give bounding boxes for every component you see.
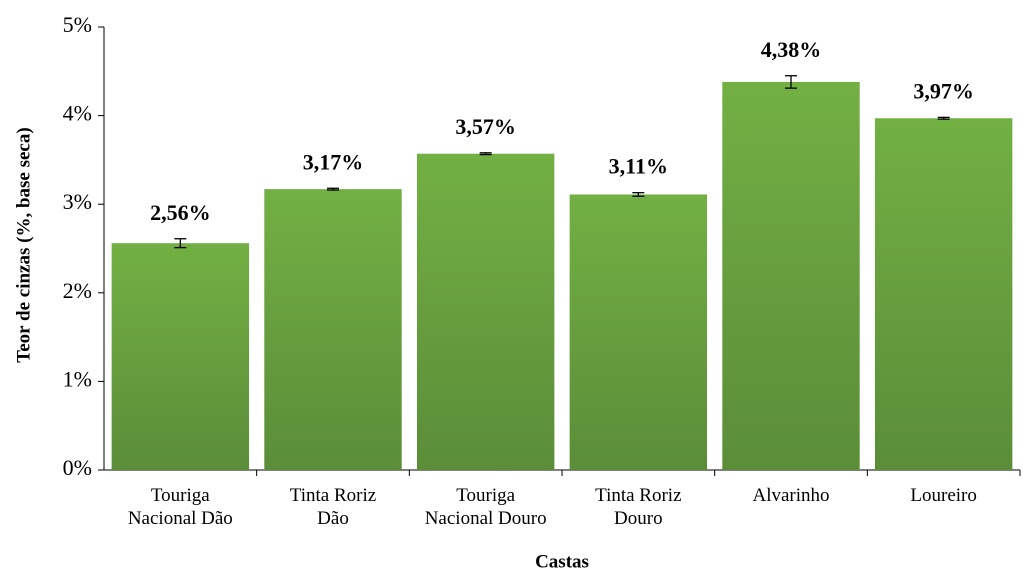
bar: [111, 243, 250, 470]
y-tick-label: 2%: [63, 278, 92, 303]
data-label: 3,57%: [455, 114, 516, 139]
y-tick-label: 4%: [63, 101, 92, 126]
data-label: 3,97%: [913, 78, 974, 103]
y-tick-label: 1%: [63, 366, 92, 391]
bar: [722, 81, 860, 470]
error-bar: [785, 75, 797, 89]
x-tick-label: Tinta Roriz Douro: [595, 485, 682, 529]
error-bar: [479, 152, 492, 156]
data-label: 4,38%: [761, 37, 822, 62]
bar: [874, 118, 1013, 471]
x-axis-title: Castas: [535, 551, 589, 571]
y-tick-label: 5%: [63, 12, 92, 37]
error-bar: [632, 192, 645, 197]
x-tick-label: Touriga Nacional Douro: [424, 485, 547, 529]
data-label: 2,56%: [150, 200, 211, 225]
x-tick-label: Loureiro: [910, 485, 977, 506]
x-tick-label: Tinta Roriz Dão: [289, 485, 377, 529]
y-tick-label: 0%: [63, 455, 92, 480]
x-tick-label: Touriga Nacional Dão: [127, 485, 233, 529]
error-bar: [327, 187, 339, 191]
data-label: 3,11%: [609, 154, 668, 179]
bar: [569, 194, 708, 471]
error-bar: [174, 238, 187, 249]
bar: [416, 153, 555, 470]
y-axis-title: Teor de cinzas (%, base seca): [13, 127, 34, 362]
x-tick-label: Alvarinho: [752, 485, 830, 506]
bar: [264, 189, 402, 470]
error-bar: [937, 116, 950, 120]
data-label: 3,17%: [303, 149, 364, 174]
y-tick-label: 3%: [63, 189, 92, 214]
